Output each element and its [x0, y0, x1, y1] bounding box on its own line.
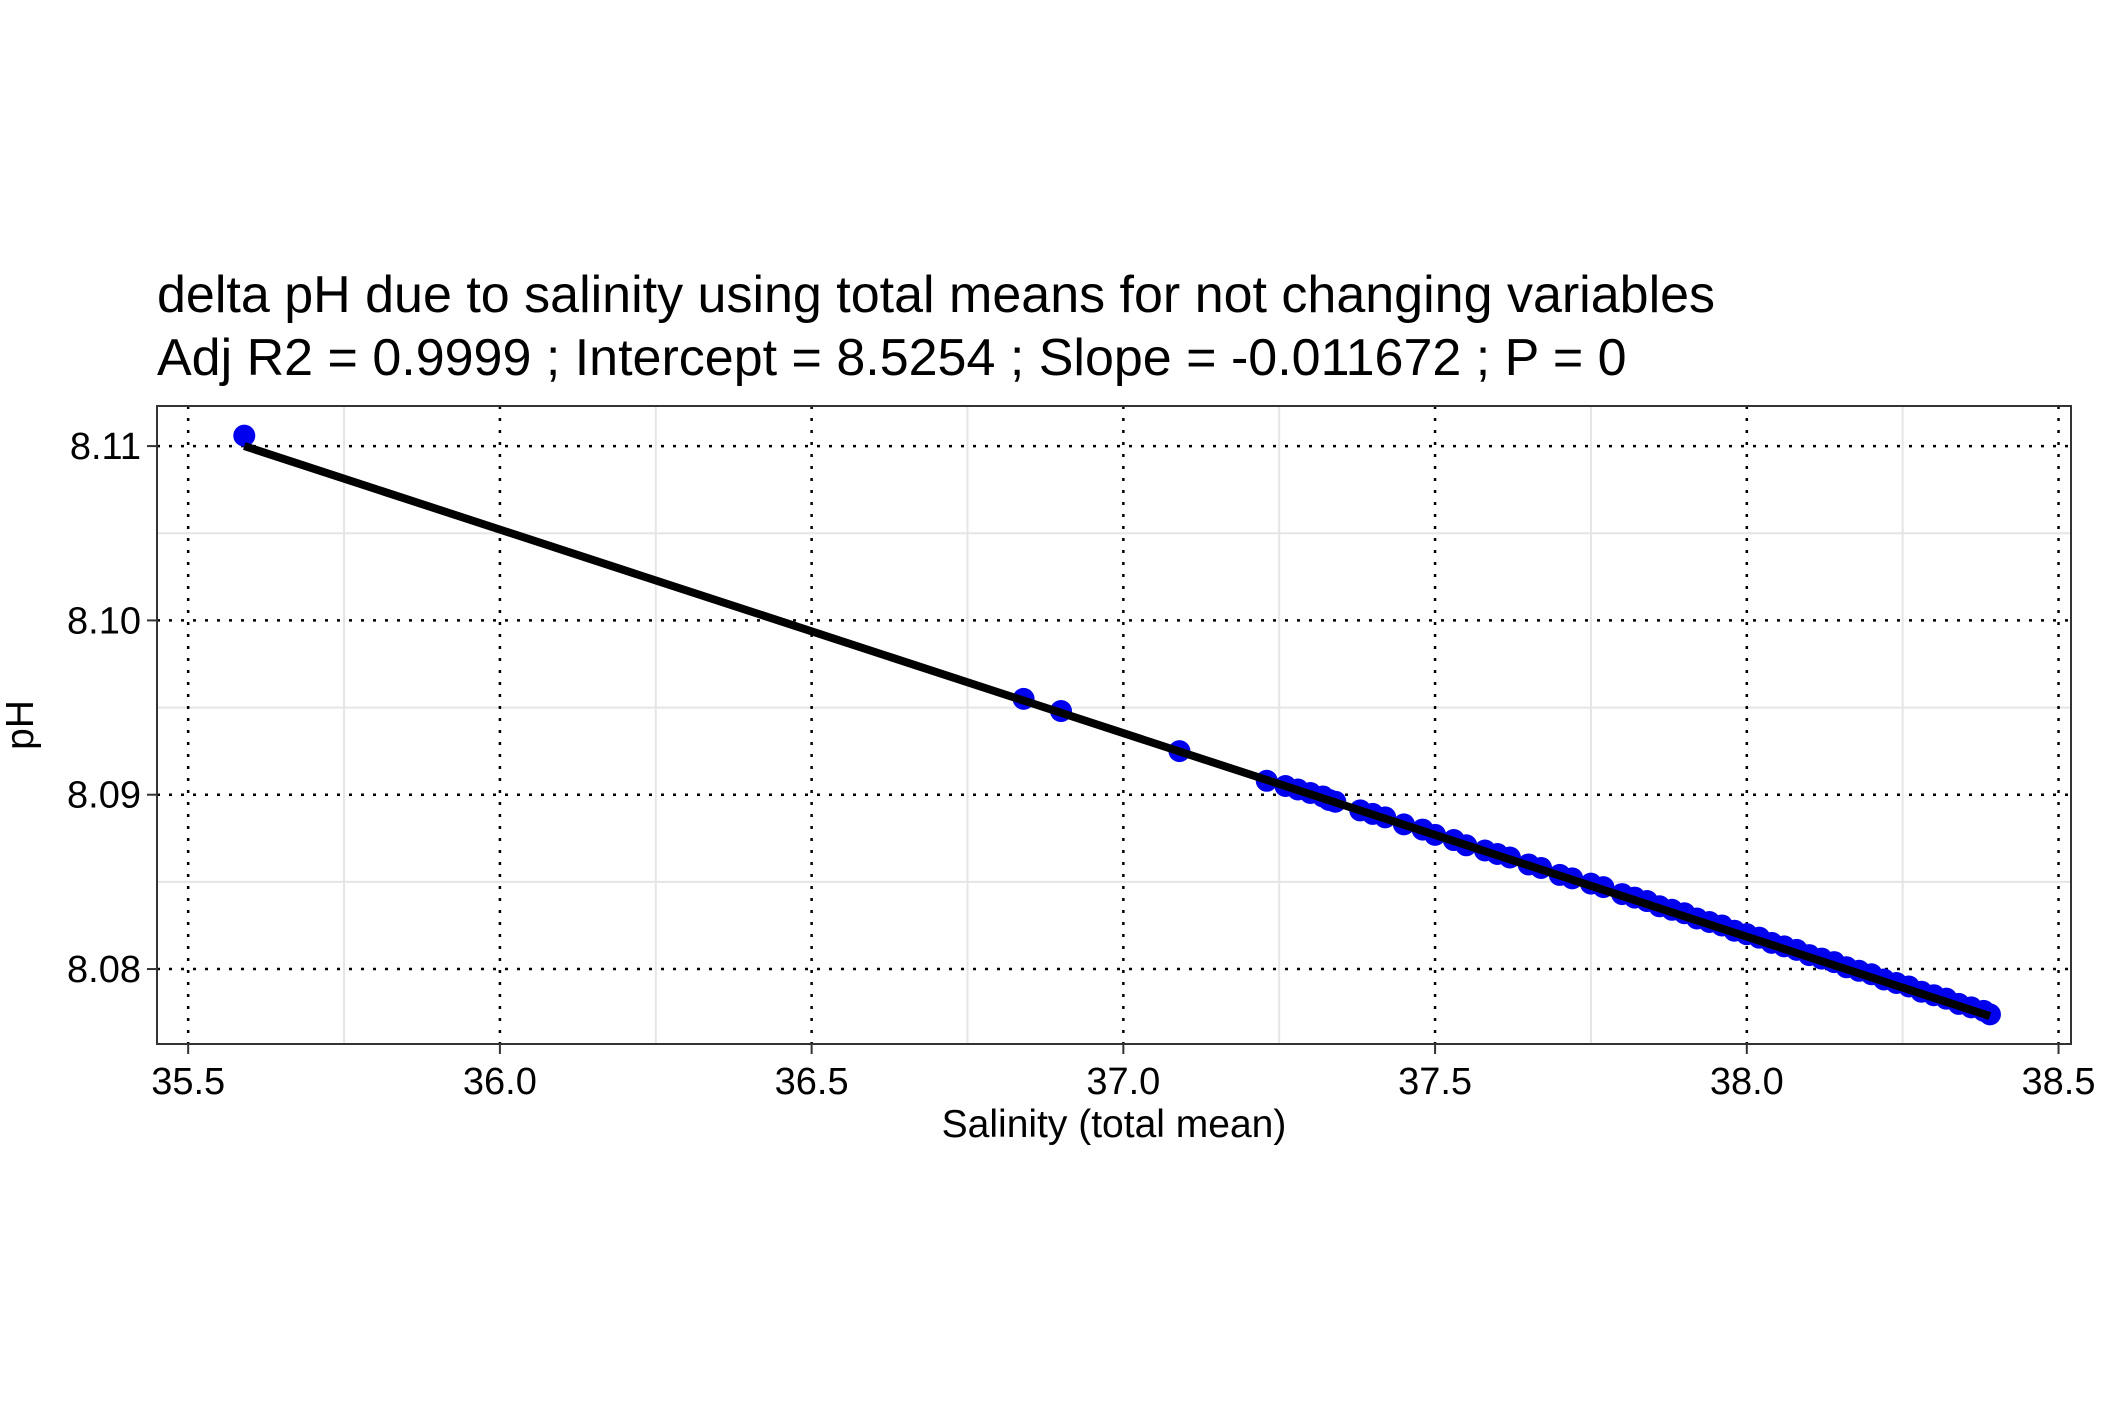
y-axis-ticks: 8.08 8.09 8.10 8.11 [67, 426, 157, 991]
data-point [233, 424, 256, 447]
x-axis-ticks: 35.5 36.0 36.5 37.0 37.5 38.0 38.5 [151, 1044, 2096, 1103]
x-axis-label: Salinity (total mean) [942, 1103, 1287, 1146]
x-tick-label: 38.0 [1710, 1061, 1784, 1103]
fit-line-group [243, 442, 1992, 1020]
y-tick-label: 8.09 [67, 775, 141, 817]
x-tick-label: 36.0 [463, 1061, 537, 1103]
x-tick-label: 37.5 [1398, 1061, 1472, 1103]
y-tick-label: 8.11 [70, 426, 141, 468]
x-tick-label: 36.5 [775, 1061, 849, 1103]
chart-title: delta pH due to salinity using total mea… [157, 266, 1715, 324]
fit-line [243, 442, 1992, 1020]
chart-subtitle: Adj R2 = 0.9999 ; Intercept = 8.5254 ; S… [157, 329, 1627, 387]
plot-border [156, 405, 2072, 1045]
minor-gridlines [157, 406, 2071, 1044]
y-tick-label: 8.08 [67, 949, 141, 991]
x-tick-label: 37.0 [1086, 1061, 1160, 1103]
x-tick-label: 35.5 [151, 1061, 225, 1103]
y-axis-label: pH [0, 700, 42, 750]
y-tick-label: 8.10 [67, 600, 141, 642]
x-tick-label: 38.5 [2022, 1061, 2096, 1103]
